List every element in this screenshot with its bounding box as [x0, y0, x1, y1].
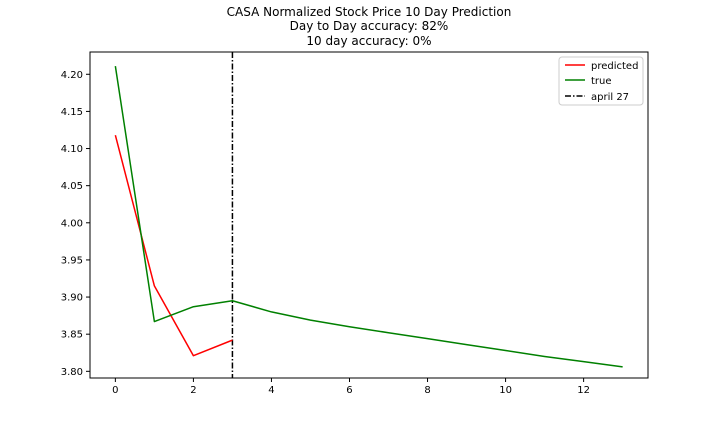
x-axis: 0 2 4 6 8 10 12 — [112, 378, 590, 396]
y-tick-label: 4.20 — [61, 70, 83, 81]
y-tick-label: 4.10 — [61, 144, 83, 155]
series-line-true — [114, 65, 623, 368]
chart-subtitle-10-day: 10 day accuracy: 0% — [306, 34, 431, 48]
legend-box — [558, 56, 644, 106]
y-tick-label: 4.15 — [61, 107, 83, 118]
plot-area: 0 2 4 6 8 10 12 3.80 3.85 3.90 3.95 4.00 4.05 4.10 4.… — [61, 51, 649, 396]
x-tick-label: 2 — [190, 385, 196, 396]
y-tick-label: 4.05 — [61, 181, 83, 192]
x-tick-label: 12 — [577, 385, 590, 396]
chart-title: CASA Normalized Stock Price 10 Day Predi… — [227, 5, 512, 19]
x-tick-label: 8 — [424, 385, 430, 396]
legend-label-april-27: april 27 — [591, 92, 629, 103]
legend-label-true: true — [591, 76, 612, 87]
chart-subtitle-day-to-day: Day to Day accuracy: 82% — [290, 19, 449, 33]
series-lines — [114, 65, 623, 368]
x-tick-label: 0 — [112, 385, 118, 396]
legend: predicted true april 27 — [558, 56, 644, 106]
y-tick-label: 4.00 — [61, 218, 83, 229]
y-axis: 3.80 3.85 3.90 3.95 4.00 4.05 4.10 4.15 4.20 — [61, 70, 90, 378]
y-tick-label: 3.95 — [61, 255, 83, 266]
x-tick-label: 4 — [268, 385, 274, 396]
y-tick-label: 3.90 — [61, 293, 83, 304]
x-tick-label: 10 — [499, 385, 512, 396]
legend-label-predicted: predicted — [591, 61, 638, 72]
x-tick-label: 6 — [346, 385, 352, 396]
y-tick-label: 3.80 — [61, 367, 83, 378]
y-tick-label: 3.85 — [61, 330, 83, 341]
axes-frame — [89, 51, 649, 379]
series-line-predicted — [114, 134, 233, 357]
